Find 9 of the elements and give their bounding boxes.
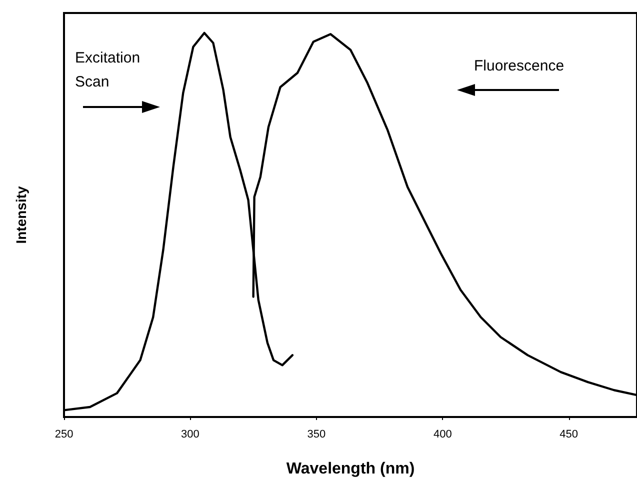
- x-tick-label: 350: [307, 428, 326, 440]
- x-tick-label: 250: [54, 428, 74, 440]
- annotation: Fluorescence: [474, 58, 564, 74]
- x-tick-label: 300: [181, 428, 200, 440]
- annotation: Excitation Scan: [75, 50, 144, 90]
- x-axis-title: Wavelength (nm): [286, 460, 415, 478]
- x-tick-label: 400: [433, 428, 452, 440]
- y-axis-title: Intensity: [13, 186, 29, 244]
- x-tick-label: 450: [560, 428, 578, 440]
